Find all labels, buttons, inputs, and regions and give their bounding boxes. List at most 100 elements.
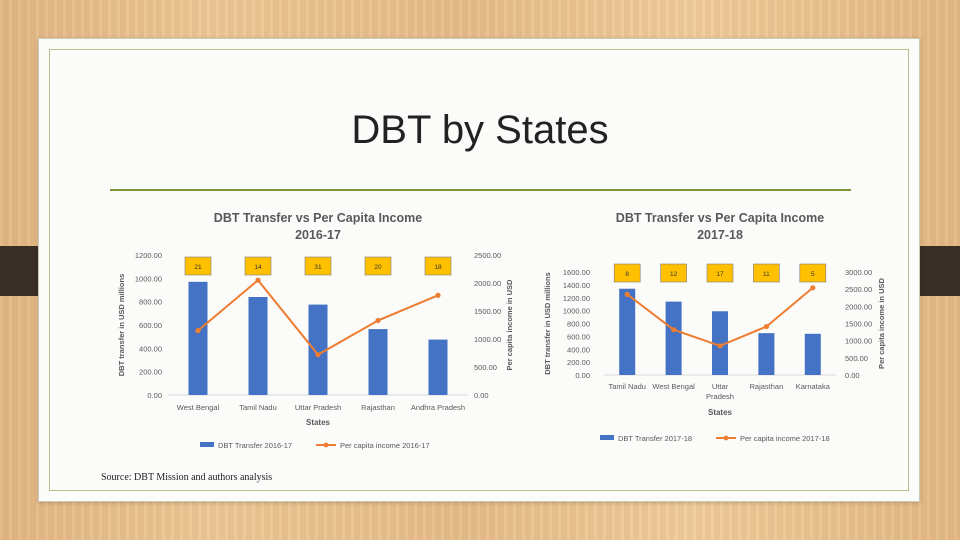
rank-badge	[304, 256, 332, 276]
rank-badge-label: 5	[811, 271, 815, 278]
y2-tick-label: 1000.00	[474, 335, 501, 344]
y2-tick-label: 1500.00	[845, 320, 872, 329]
rank-badge-label: 21	[194, 264, 202, 271]
x-tick-label: Pradesh	[706, 392, 734, 401]
income-point	[717, 343, 723, 349]
y2-tick-label: 2000.00	[845, 302, 872, 311]
y-tick-label: 1200.00	[135, 251, 162, 260]
chart-title: DBT Transfer vs Per Capita Income	[616, 211, 824, 225]
y-tick-label: 800.00	[567, 320, 590, 329]
x-tick-label: West Bengal	[177, 403, 220, 412]
chart-title: DBT Transfer vs Per Capita Income	[214, 211, 422, 225]
y2-tick-label: 3000.00	[845, 268, 872, 277]
legend-bar-swatch	[200, 442, 214, 447]
legend-bar-label: DBT Transfer 2017-18	[618, 434, 692, 443]
income-point	[810, 285, 816, 291]
y2-tick-label: 500.00	[474, 363, 497, 372]
y-tick-label: 600.00	[567, 332, 590, 341]
x-tick-label: Rajasthan	[361, 403, 395, 412]
chart-subtitle: 2016-17	[295, 228, 341, 242]
y2-tick-label: 2000.00	[474, 279, 501, 288]
legend-bar-swatch	[600, 435, 614, 440]
legend-line-label: Per capita income 2017-18	[740, 434, 830, 443]
x-tick-label: Uttar	[712, 382, 729, 391]
x-tick-label: West Bengal	[652, 382, 695, 391]
x-tick-label: Karnataka	[796, 382, 831, 391]
source-note: Source: DBT Mission and authors analysis	[101, 472, 273, 483]
bar	[428, 339, 448, 395]
bar	[758, 333, 775, 375]
slide-frame	[49, 49, 909, 491]
legend-line-marker	[723, 435, 729, 441]
income-point	[315, 352, 321, 358]
x-tick-label: Andhra Pradesh	[411, 403, 465, 412]
income-point	[435, 292, 441, 298]
x-tick-label: Tamil Nadu	[608, 382, 646, 391]
y-tick-label: 1400.00	[563, 281, 590, 290]
x-axis-label: States	[708, 408, 733, 417]
income-point	[671, 327, 677, 333]
bar	[368, 329, 388, 395]
rank-badge-label: 17	[716, 271, 724, 278]
rank-badge	[753, 263, 780, 283]
y2-tick-label: 0.00	[474, 391, 489, 400]
legend-bar-label: DBT Transfer 2016-17	[218, 441, 292, 450]
y2-tick-label: 2500.00	[474, 251, 501, 260]
rank-badge-label: 14	[254, 264, 262, 271]
y-tick-label: 1000.00	[563, 307, 590, 316]
y-tick-label: 800.00	[139, 298, 162, 307]
bar	[665, 301, 682, 375]
income-point	[195, 328, 201, 334]
y2-axis-label: Per capita income in USD	[877, 277, 886, 368]
y-tick-label: 1000.00	[135, 274, 162, 283]
x-tick-label: Tamil Nadu	[239, 403, 277, 412]
rank-badge	[799, 263, 827, 283]
chart-2: DBT Transfer vs Per Capita Income 2017-18…	[543, 211, 886, 443]
y-tick-label: 200.00	[139, 368, 162, 377]
rank-badge	[244, 256, 272, 276]
slide-title: DBT by States	[351, 108, 609, 152]
rank-badge-label: 12	[670, 271, 678, 278]
bar	[619, 288, 636, 375]
legend-line-marker	[323, 442, 329, 448]
y2-tick-label: 1000.00	[845, 337, 872, 346]
rank-badge	[424, 256, 452, 276]
chart-1: DBT Transfer vs Per Capita Income 2016-17…	[117, 211, 514, 450]
chart-subtitle: 2017-18	[697, 228, 743, 242]
rank-badge	[184, 256, 212, 276]
y-axis-label: DBT transfer in USD millions	[543, 272, 552, 375]
rank-badge-label: 31	[314, 264, 322, 271]
rank-badge	[660, 263, 687, 283]
x-tick-label: Uttar Pradesh	[295, 403, 341, 412]
y-axis-label: DBT transfer in USD millions	[117, 274, 126, 377]
x-axis-label: States	[306, 418, 331, 427]
bar	[804, 333, 821, 375]
rank-badge	[613, 263, 641, 283]
rank-badge-label: 11	[763, 271, 770, 278]
y2-tick-label: 0.00	[845, 371, 860, 380]
y-tick-label: 400.00	[567, 345, 590, 354]
income-point	[763, 323, 770, 330]
rank-badge	[706, 263, 734, 283]
y2-tick-label: 2500.00	[845, 285, 872, 294]
y-tick-label: 1600.00	[563, 268, 590, 277]
bar	[188, 281, 208, 395]
y2-tick-label: 1500.00	[474, 307, 501, 316]
y-tick-label: 0.00	[575, 371, 590, 380]
rank-badge	[364, 256, 392, 276]
y2-axis-label: Per capita income in USD	[505, 279, 514, 370]
y-tick-label: 400.00	[139, 344, 162, 353]
rank-badge-label: 20	[374, 264, 382, 271]
rank-badge-label: 18	[434, 264, 442, 271]
income-point	[624, 291, 630, 297]
rank-badge-label: 8	[625, 271, 629, 278]
bar	[308, 304, 328, 395]
y2-tick-label: 500.00	[845, 354, 868, 363]
y-tick-label: 1200.00	[563, 294, 590, 303]
bar	[712, 311, 728, 375]
bar	[248, 297, 268, 395]
title-rule	[110, 189, 851, 191]
y-tick-label: 200.00	[567, 358, 590, 367]
x-tick-label: Rajasthan	[750, 382, 784, 391]
